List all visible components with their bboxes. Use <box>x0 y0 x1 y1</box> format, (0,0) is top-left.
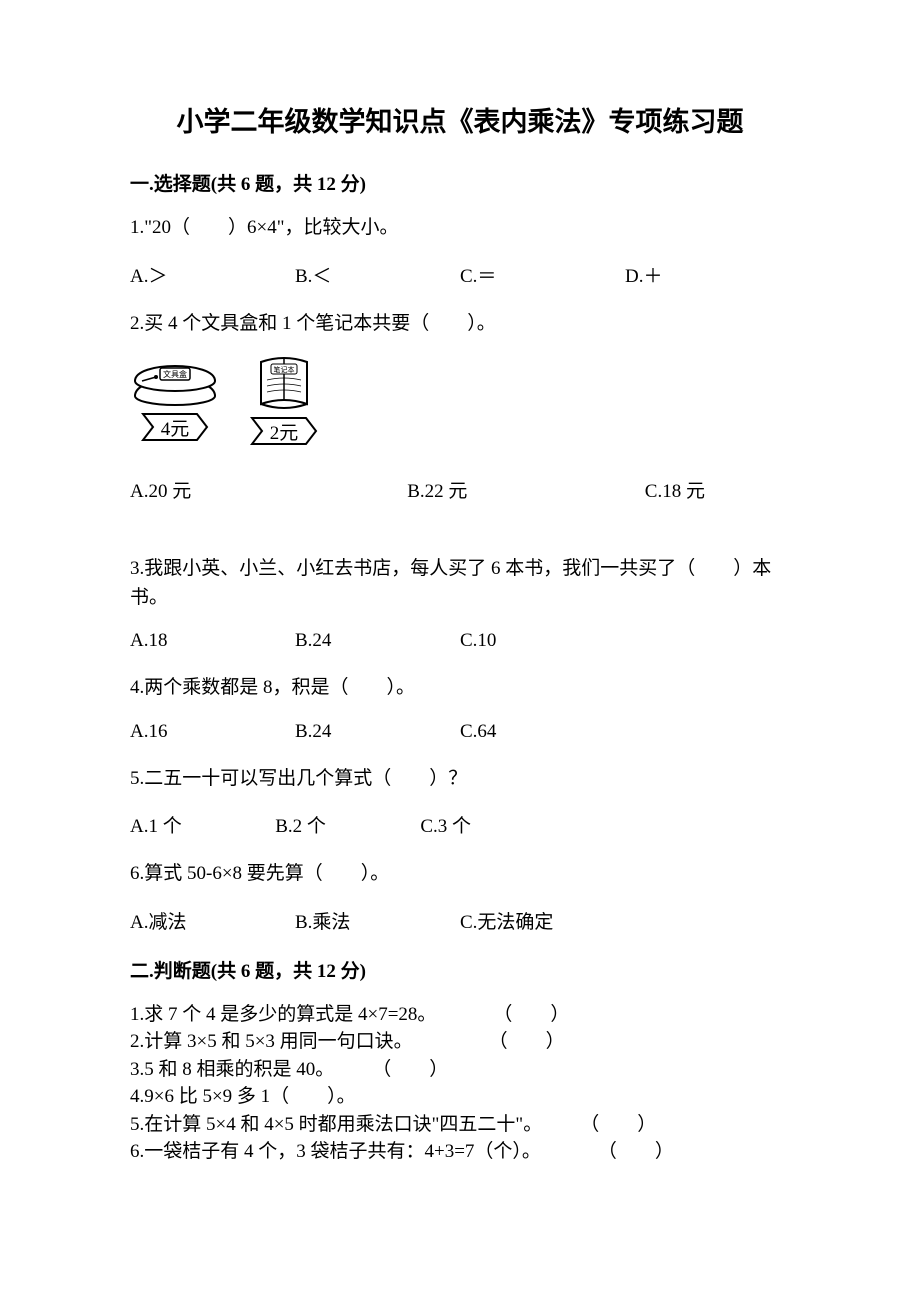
q6-options: A.减法 B.乘法 C.无法确定 <box>130 907 790 934</box>
price-1-text: 4元 <box>141 414 209 441</box>
q6-opt-c: C.无法确定 <box>460 907 625 934</box>
page-title: 小学二年级数学知识点《表内乘法》专项练习题 <box>130 100 790 139</box>
q1-text: 1."20（ ）6×4"，比较大小。 <box>130 214 790 243</box>
price-tag-2: 2元 <box>250 416 318 446</box>
tf-6: 6.一袋桔子有 4 个，3 袋桔子共有：4+3=7（个）。 （ ） <box>130 1138 790 1166</box>
q5-opt-a: A.1 个 <box>130 811 275 838</box>
q2-text: 2.买 4 个文具盒和 1 个笔记本共要（ ）。 <box>130 310 790 339</box>
pencilcase-block: 文具盒 4元 <box>130 356 220 446</box>
notebook-block: 笔记本 2元 <box>250 356 318 446</box>
q2-options: A.20 元 B.22 元 C.18 元 <box>130 476 790 503</box>
q1-opt-b: B.＜ <box>295 261 460 288</box>
section-2-header: 二.判断题(共 6 题，共 12 分) <box>130 956 790 983</box>
tf-3: 3.5 和 8 相乘的积是 40。 （ ） <box>130 1056 790 1084</box>
q3-opt-b: B.24 <box>295 630 460 652</box>
q1-opt-d: D.＋ <box>625 261 790 288</box>
q2-opt-b: B.22 元 <box>407 476 645 503</box>
tf-4: 4.9×6 比 5×9 多 1（ ）。 <box>130 1083 790 1111</box>
q4-text: 4.两个乘数都是 8，积是（ ）。 <box>130 674 790 703</box>
q1-opt-a: A.＞ <box>130 261 295 288</box>
q6-opt-a: A.减法 <box>130 907 295 934</box>
tf-1: 1.求 7 个 4 是多少的算式是 4×7=28。 （ ） <box>130 1001 790 1029</box>
q3-options: A.18 B.24 C.10 <box>130 630 790 652</box>
q5-opt-b: B.2 个 <box>275 811 420 838</box>
q1-opt-c: C.＝ <box>460 261 625 288</box>
q2-opt-a: A.20 元 <box>130 476 407 503</box>
q1-options: A.＞ B.＜ C.＝ D.＋ <box>130 261 790 288</box>
q3-text: 3.我跟小英、小兰、小红去书店，每人买了 6 本书，我们一共买了（ ）本书。 <box>130 555 790 612</box>
q3-opt-a: A.18 <box>130 630 295 652</box>
q2-opt-c: C.18 元 <box>645 476 790 503</box>
q5-text: 5.二五一十可以写出几个算式（ ）？ <box>130 765 790 794</box>
q6-opt-b: B.乘法 <box>295 907 460 934</box>
q4-opt-a: A.16 <box>130 721 295 743</box>
q3-opt-c: C.10 <box>460 630 625 652</box>
q6-text: 6.算式 50-6×8 要先算（ ）。 <box>130 860 790 889</box>
tf-2: 2.计算 3×5 和 5×3 用同一句口诀。 （ ） <box>130 1028 790 1056</box>
price-tag-1: 4元 <box>141 412 209 442</box>
q5-options: A.1 个 B.2 个 C.3 个 <box>130 811 790 838</box>
q4-opt-c: C.64 <box>460 721 625 743</box>
q2-images: 文具盒 4元 笔记本 <box>130 356 790 446</box>
q4-options: A.16 B.24 C.64 <box>130 721 790 743</box>
tf-5: 5.在计算 5×4 和 4×5 时都用乘法口诀"四五二十"。 （ ） <box>130 1111 790 1139</box>
q4-opt-b: B.24 <box>295 721 460 743</box>
svg-text:文具盒: 文具盒 <box>163 369 187 379</box>
section-1-header: 一.选择题(共 6 题，共 12 分) <box>130 169 790 196</box>
q5-opt-c: C.3 个 <box>420 811 565 838</box>
svg-text:笔记本: 笔记本 <box>274 365 295 374</box>
notebook-icon: 笔记本 <box>253 356 315 410</box>
price-2-text: 2元 <box>250 418 318 445</box>
pencilcase-icon: 文具盒 <box>130 356 220 406</box>
